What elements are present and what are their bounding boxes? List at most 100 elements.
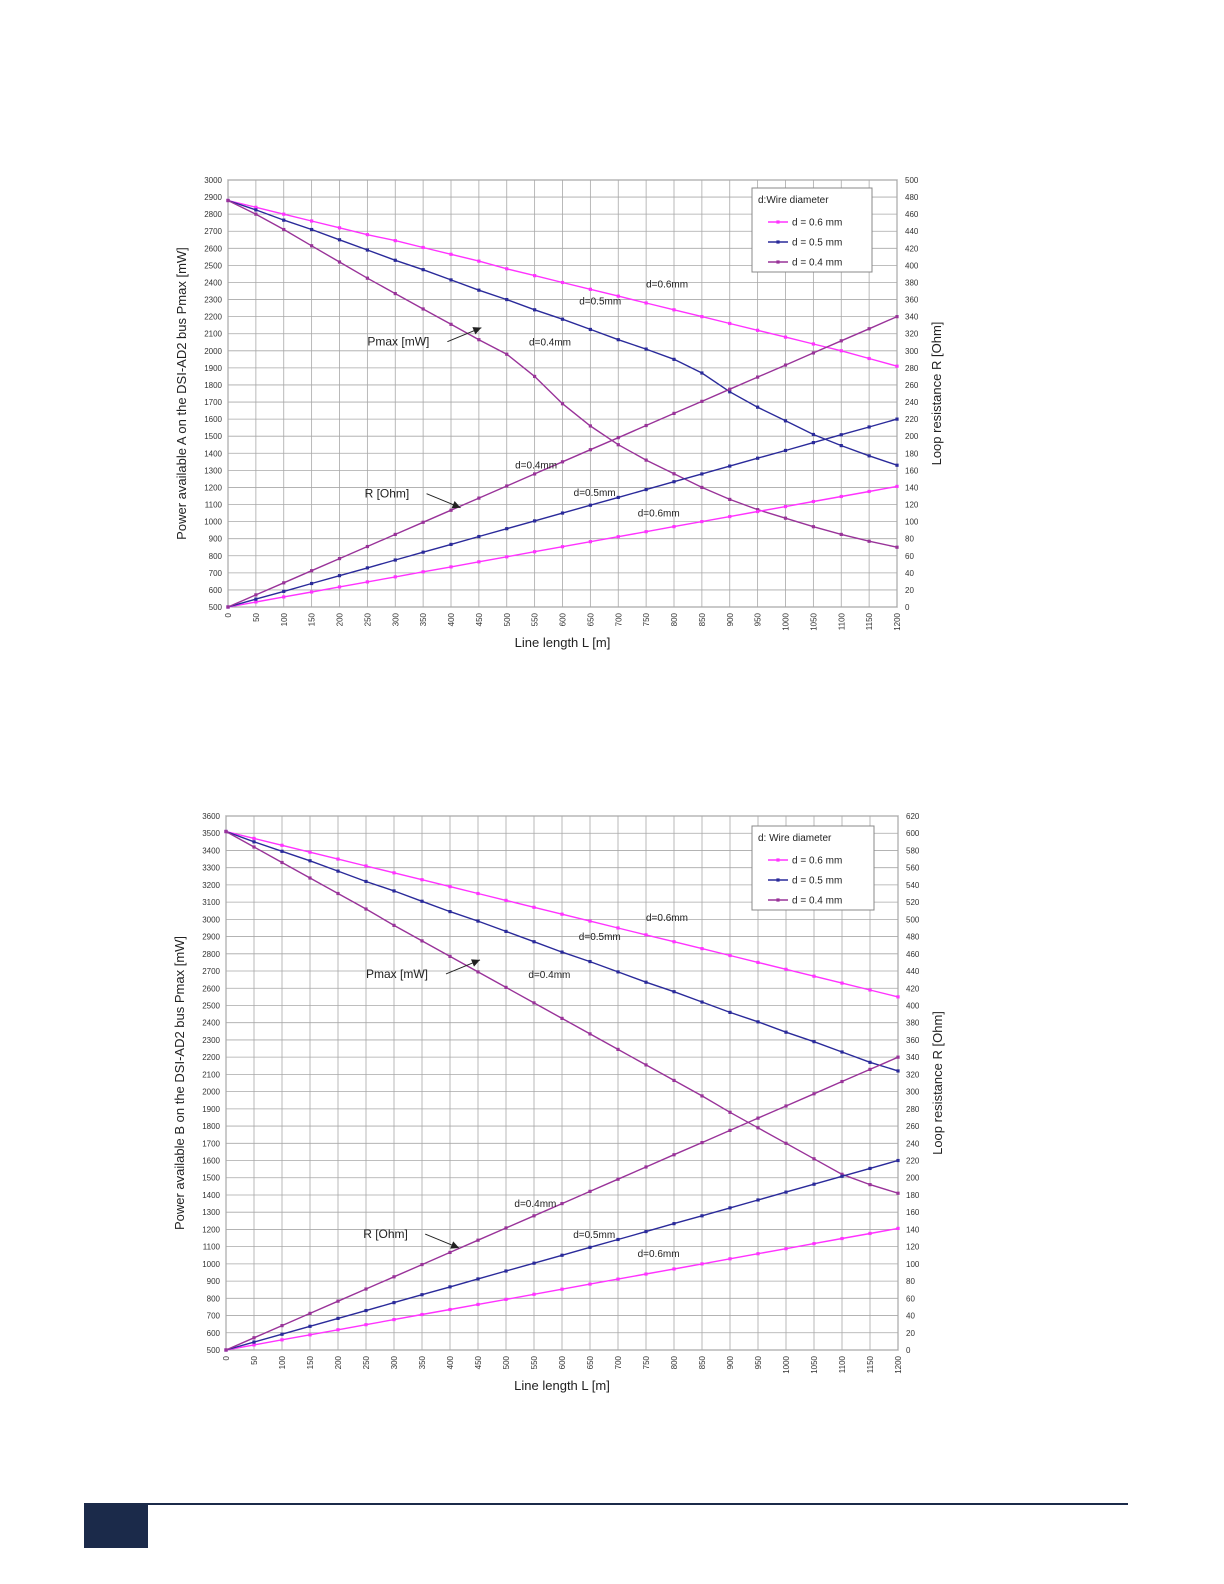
c1-y-tick-label: 2200: [204, 313, 222, 322]
c2-series-1-point: [504, 929, 508, 934]
c2-y2-tick-label: 180: [906, 1191, 920, 1200]
c1-series-5-point: [895, 315, 899, 319]
c2-y2-tick-label: 220: [906, 1157, 920, 1166]
c2-annotation-label: d=0.5mm: [573, 1230, 615, 1241]
c1-series-4-point: [282, 589, 286, 593]
c1-series-4-point: [700, 472, 704, 476]
c1-y-tick-label: 1100: [205, 501, 223, 510]
c2-y2-tick-label: 600: [906, 829, 920, 838]
c1-series-5-point: [505, 484, 509, 488]
c1-series-5-point: [588, 448, 592, 452]
c2-y-tick-label: 1500: [202, 1174, 220, 1183]
c2-y-tick-label: 2400: [202, 1019, 220, 1028]
c2-y2-tick-label: 360: [906, 1036, 920, 1045]
c1-series-1-point: [644, 347, 648, 351]
c1-y2-tick-label: 200: [905, 432, 919, 441]
c1-series-0-point: [672, 308, 676, 312]
c1-y2-tick-label: 500: [905, 176, 919, 185]
c2-y2-tick-label: 80: [906, 1277, 915, 1286]
c2-annotation-label: d=0.5mm: [579, 932, 621, 943]
c2-series-4-point: [840, 1174, 844, 1178]
c2-series-5-point: [448, 1250, 452, 1255]
c1-legend-swatch-marker: [776, 260, 780, 264]
c2-series-1-point: [252, 840, 256, 844]
c2-series-4-point: [672, 1222, 676, 1226]
c2-series-3-point: [840, 1236, 844, 1241]
c2-y2-tick-label: 120: [906, 1243, 920, 1252]
c1-y-axis-title: Power available A on the DSI-AD2 bus Pma…: [174, 247, 189, 540]
c2-y-tick-label: 1800: [202, 1122, 220, 1131]
c2-x-tick-label: 750: [642, 1355, 651, 1369]
c2-y-tick-label: 1300: [202, 1208, 220, 1217]
c1-series-0-point: [393, 239, 397, 243]
c1-series-1-point: [616, 338, 620, 342]
c1-series-3-point: [421, 570, 425, 574]
c1-y-tick-label: 2500: [204, 261, 222, 270]
c2-series-2-point: [420, 939, 424, 943]
c2-y2-tick-label: 0: [906, 1346, 911, 1355]
c1-y2-tick-label: 160: [905, 466, 919, 475]
c2-series-1-point: [476, 919, 480, 923]
c2-y2-tick-label: 480: [906, 933, 920, 942]
c2-series-0-point: [504, 898, 508, 903]
c1-annotation-label: d=0.5mm: [579, 297, 621, 308]
c2-series-3-point: [364, 1323, 368, 1327]
c1-series-0-point: [700, 315, 704, 319]
c1-x-tick-label: 1100: [837, 612, 846, 630]
c1-series-4-point: [783, 448, 788, 453]
c1-x-tick-label: 450: [475, 612, 484, 626]
c2-series-4-point: [812, 1182, 816, 1186]
c2-y-tick-label: 3000: [202, 915, 220, 924]
c1-annotation-label: d=0.6mm: [646, 280, 688, 291]
c2-annotation-label: d=0.4mm: [514, 1199, 556, 1210]
c2-series-5-point: [504, 1226, 508, 1230]
c1-y2-tick-label: 420: [905, 244, 919, 253]
c1-y-tick-label: 800: [209, 552, 223, 561]
c2-y-tick-label: 3100: [202, 898, 220, 907]
c1-series-1-point: [700, 371, 704, 375]
c2-y2-tick-label: 440: [906, 967, 920, 976]
c1-x-tick-label: 700: [614, 612, 623, 626]
c2-series-2-point: [504, 985, 508, 989]
c2-y-tick-label: 3200: [202, 881, 220, 890]
c2-y2-tick-label: 420: [906, 984, 920, 993]
c1-series-4-point: [337, 574, 342, 578]
c2-y2-tick-label: 500: [906, 915, 920, 924]
c1-series-4-point: [421, 550, 425, 554]
c1-series-5-point: [616, 436, 620, 440]
c1-x-tick-label: 850: [698, 612, 707, 626]
c1-legend-entry-label: d = 0.4 mm: [792, 258, 842, 269]
c1-series-3-point: [728, 514, 732, 519]
c1-series-3-point: [700, 520, 704, 524]
c2-series-0-point: [308, 850, 312, 854]
c1-x-tick-label: 1150: [865, 612, 874, 630]
c1-series-5-point: [310, 569, 314, 573]
c2-y-tick-label: 2300: [202, 1036, 220, 1045]
c2-y2-tick-label: 240: [906, 1139, 920, 1148]
c1-series-4-point: [560, 511, 565, 515]
c1-series-2-point: [365, 276, 369, 280]
c2-series-3-point: [728, 1257, 732, 1261]
c1-y2-tick-label: 220: [905, 415, 919, 424]
c2-legend-box: [751, 825, 875, 911]
c1-series-5-point: [337, 556, 342, 561]
c1-series-0-point: [449, 252, 453, 256]
c2-series-0-point: [756, 960, 760, 965]
c1-series-2-point: [226, 198, 230, 203]
c1-series-2-point: [505, 352, 509, 356]
c2-series-2-point: [336, 891, 340, 896]
c1-y2-tick-label: 100: [905, 518, 919, 527]
c1-series-3-point: [588, 540, 592, 544]
c2-series-2-point: [588, 1032, 592, 1036]
c2-y2-axis-title: Loop resistance R [Ohm]: [930, 1011, 945, 1155]
c1-y-tick-label: 700: [209, 569, 223, 578]
c1-series-0-point: [254, 205, 258, 209]
c1-series-2-point: [700, 485, 704, 490]
c1-series-0-point: [533, 274, 537, 278]
c2-series-3-point: [812, 1242, 816, 1246]
c2-y-tick-label: 900: [207, 1277, 221, 1286]
c2-series-0-point: [392, 871, 396, 875]
c2-series-5-point: [280, 1324, 284, 1328]
c1-series-0-point: [310, 219, 314, 223]
c2-x-tick-label: 350: [418, 1355, 427, 1369]
